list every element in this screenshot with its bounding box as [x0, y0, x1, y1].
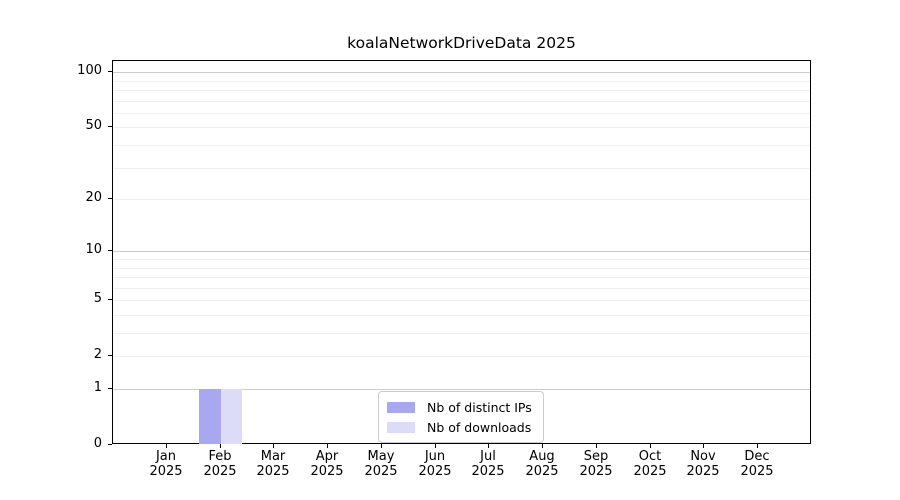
minor-gridline — [113, 315, 810, 316]
x-tick-mark — [596, 444, 597, 448]
minor-gridline — [113, 90, 810, 91]
y-tick-label: 100 — [77, 63, 102, 78]
y-tick-label: 1 — [93, 380, 102, 395]
x-tick-year: 2025 — [203, 464, 237, 479]
y-tick-mark — [108, 126, 112, 127]
x-tick-month: May — [367, 449, 395, 464]
y-tick-label: 2 — [93, 347, 102, 362]
legend-swatch-distinct-ips — [387, 401, 415, 413]
x-tick-label: Sep 2025 — [564, 449, 628, 479]
x-tick-year: 2025 — [471, 464, 505, 479]
x-tick-mark — [327, 444, 328, 448]
y-tick-mark — [108, 355, 112, 356]
x-tick-month: Dec — [744, 449, 770, 464]
bars-layer — [113, 61, 810, 444]
x-tick-mark — [220, 444, 221, 448]
minor-gridline — [113, 288, 810, 289]
y-tick-label: 50 — [85, 118, 102, 133]
x-tick-mark — [166, 444, 167, 448]
minor-gridline — [113, 101, 810, 102]
x-tick-label: Dec 2025 — [725, 449, 789, 479]
y-tick-mark — [108, 444, 112, 445]
x-tick-label: Mar 2025 — [241, 449, 305, 479]
minor-gridline — [113, 333, 810, 334]
minor-gridline — [113, 356, 810, 357]
major-gridline — [113, 389, 810, 390]
minor-gridline — [113, 268, 810, 269]
major-gridline — [113, 72, 810, 73]
x-tick-year: 2025 — [633, 464, 667, 479]
y-tick-label: 0 — [93, 436, 102, 451]
x-tick-label: May 2025 — [349, 449, 413, 479]
x-tick-year: 2025 — [418, 464, 452, 479]
y-tick-label: 20 — [85, 190, 102, 205]
minor-gridline — [113, 199, 810, 200]
x-tick-label: Jan 2025 — [134, 449, 198, 479]
chart-title: koalaNetworkDriveData 2025 — [347, 34, 576, 52]
x-tick-year: 2025 — [686, 464, 720, 479]
x-tick-mark — [703, 444, 704, 448]
x-tick-mark — [381, 444, 382, 448]
x-tick-month: Aug — [529, 449, 555, 464]
legend-label-distinct-ips: Nb of distinct IPs — [427, 399, 532, 415]
minor-gridline — [113, 113, 810, 114]
minor-gridline — [113, 168, 810, 169]
x-tick-month: Sep — [583, 449, 609, 464]
x-tick-mark — [542, 444, 543, 448]
minor-gridline — [113, 145, 810, 146]
minor-gridline — [113, 300, 810, 301]
x-tick-mark — [273, 444, 274, 448]
y-tick-label: 5 — [93, 291, 102, 306]
y-tick-mark — [108, 198, 112, 199]
x-tick-year: 2025 — [525, 464, 559, 479]
bar-nb-of-distinct-ips — [199, 389, 221, 444]
x-tick-label: Oct 2025 — [618, 449, 682, 479]
minor-gridline — [113, 127, 810, 128]
y-tick-mark — [108, 388, 112, 389]
minor-gridline — [113, 277, 810, 278]
gridlines-layer — [113, 61, 810, 443]
y-tick-mark — [108, 250, 112, 251]
x-tick-month: Mar — [260, 449, 286, 464]
x-tick-month: Jun — [424, 449, 446, 464]
x-tick-year: 2025 — [740, 464, 774, 479]
x-tick-month: Apr — [315, 449, 339, 464]
plot-area: Nb of distinct IPs Nb of downloads — [112, 60, 811, 444]
x-tick-mark — [488, 444, 489, 448]
x-tick-month: Jan — [155, 449, 177, 464]
x-tick-label: Nov 2025 — [671, 449, 735, 479]
y-tick-label: 10 — [85, 242, 102, 257]
x-tick-year: 2025 — [149, 464, 183, 479]
x-tick-label: Aug 2025 — [510, 449, 574, 479]
minor-gridline — [113, 259, 810, 260]
legend-item-distinct-ips: Nb of distinct IPs — [387, 397, 535, 417]
legend-label-downloads: Nb of downloads — [427, 419, 532, 435]
x-tick-mark — [435, 444, 436, 448]
x-tick-month: Oct — [638, 449, 662, 464]
x-tick-label: Feb 2025 — [188, 449, 252, 479]
x-tick-year: 2025 — [310, 464, 344, 479]
y-tick-mark — [108, 71, 112, 72]
x-tick-month: Jul — [480, 449, 496, 464]
x-tick-month: Feb — [208, 449, 232, 464]
minor-gridline — [113, 81, 810, 82]
x-tick-year: 2025 — [256, 464, 290, 479]
x-tick-year: 2025 — [579, 464, 613, 479]
x-tick-mark — [650, 444, 651, 448]
x-tick-label: Jul 2025 — [456, 449, 520, 479]
x-tick-year: 2025 — [364, 464, 398, 479]
x-tick-month: Nov — [690, 449, 716, 464]
legend: Nb of distinct IPs Nb of downloads — [378, 391, 544, 443]
x-tick-label: Apr 2025 — [295, 449, 359, 479]
x-tick-mark — [757, 444, 758, 448]
y-tick-mark — [108, 299, 112, 300]
bar-nb-of-downloads — [220, 389, 242, 444]
legend-swatch-downloads — [387, 421, 415, 433]
x-tick-label: Jun 2025 — [403, 449, 467, 479]
legend-item-downloads: Nb of downloads — [387, 417, 535, 437]
major-gridline — [113, 251, 810, 252]
